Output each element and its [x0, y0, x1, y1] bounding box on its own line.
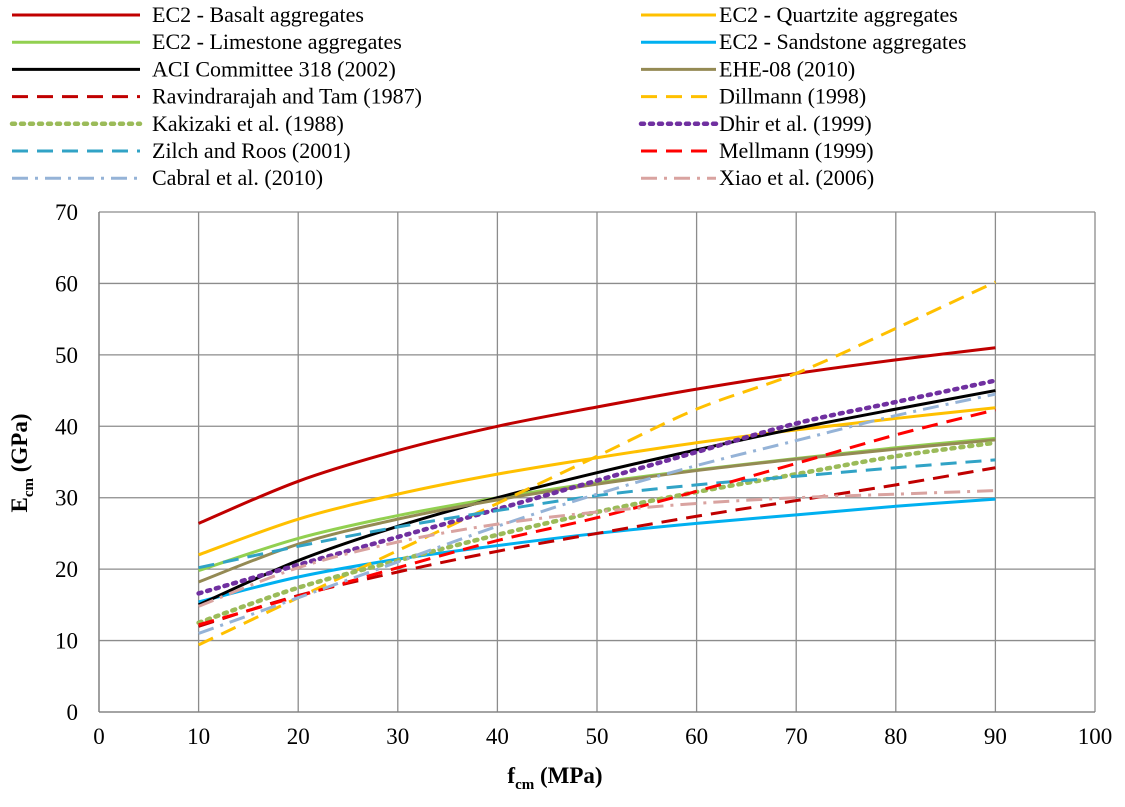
legend-label: Mellmann (1999) — [719, 138, 874, 163]
legend-label: EC2 - Basalt aggregates — [152, 2, 364, 27]
legend-label: EC2 - Quartzite aggregates — [719, 2, 958, 27]
y-tick-label: 40 — [55, 414, 78, 439]
legend-label: EHE-08 (2010) — [719, 56, 855, 81]
y-axis-title: Ecm (GPa) — [7, 413, 37, 512]
x-tick-label: 30 — [386, 724, 409, 749]
legend: EC2 - Basalt aggregates EC2 - Quartzite a… — [12, 2, 966, 190]
x-tick-label: 20 — [287, 724, 310, 749]
x-axis-title: fcm (MPa) — [507, 763, 602, 793]
legend-label: Kakizaki et al. (1988) — [152, 111, 344, 136]
x-tick-label: 50 — [586, 724, 609, 749]
x-tick-label: 80 — [884, 724, 907, 749]
y-tick-label: 20 — [55, 557, 78, 582]
x-tick-label: 0 — [93, 724, 105, 749]
y-tick-label: 10 — [55, 629, 78, 654]
y-tick-label: 60 — [55, 271, 78, 296]
legend-label: Zilch and Roos (2001) — [152, 138, 351, 163]
x-tick-label: 10 — [187, 724, 210, 749]
x-tick-label: 60 — [685, 724, 708, 749]
y-tick-label: 0 — [67, 700, 79, 725]
gridlines — [99, 212, 1095, 712]
legend-label: Cabral et al. (2010) — [152, 165, 323, 190]
x-tick-label: 70 — [785, 724, 808, 749]
legend-label: Dhir et al. (1999) — [719, 111, 872, 136]
legend-label: ACI Committee 318 (2002) — [152, 56, 396, 81]
x-tick-label: 100 — [1078, 724, 1113, 749]
legend-label: Xiao et al. (2006) — [719, 165, 874, 190]
legend-label: Ravindrarajah and Tam (1987) — [152, 84, 422, 109]
legend-label: Dillmann (1998) — [719, 84, 866, 109]
x-tick-label: 40 — [486, 724, 509, 749]
legend-label: EC2 - Limestone aggregates — [152, 29, 402, 54]
legend-label: EC2 - Sandstone aggregates — [719, 29, 966, 54]
y-tick-label: 70 — [55, 200, 78, 225]
y-tick-label: 50 — [55, 343, 78, 368]
x-tick-label: 90 — [984, 724, 1007, 749]
y-tick-label: 30 — [55, 486, 78, 511]
